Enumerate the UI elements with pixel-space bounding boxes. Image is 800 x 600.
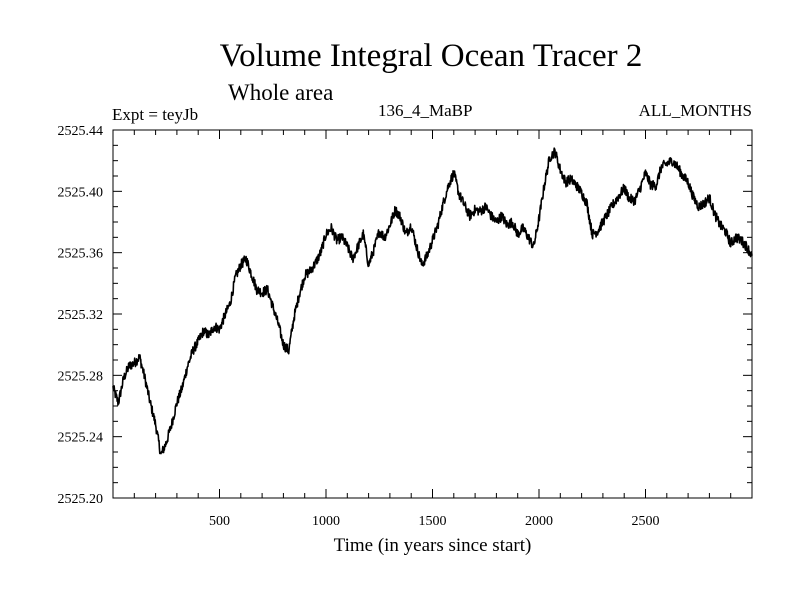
x-tick-label: 2500 — [632, 514, 660, 529]
months-label: ALL_MONTHS — [638, 101, 752, 120]
plot-frame — [112, 129, 753, 499]
chart-subtitle: Whole area — [228, 80, 334, 105]
x-tick-label: 1500 — [419, 514, 447, 529]
chart-title: Volume Integral Ocean Tracer 2 — [219, 38, 643, 74]
x-tick-label: 500 — [209, 514, 230, 529]
y-axis-ticks: 2525.20 2525.24 2525.28 2525.32 2525.36 2525.… — [58, 124, 752, 507]
y-tick-label: 2525.36 — [58, 247, 104, 262]
y-tick-label: 2525.28 — [58, 369, 104, 384]
x-tick-label: 1000 — [312, 514, 340, 529]
series-line — [112, 147, 753, 455]
x-tick-label: 2000 — [525, 514, 553, 529]
x-axis-ticks: 500 1000 1500 2000 2500 — [133, 130, 732, 529]
experiment-label: Expt = teyJb — [112, 105, 199, 124]
period-label: 136_4_MaBP — [378, 101, 473, 120]
y-tick-label: 2525.32 — [58, 308, 104, 323]
y-tick-label: 2525.24 — [58, 431, 104, 446]
y-tick-label: 2525.40 — [58, 185, 104, 200]
y-tick-label: 2525.20 — [58, 492, 104, 507]
y-tick-label: 2525.44 — [58, 124, 104, 139]
x-axis-title: Time (in years since start) — [334, 535, 532, 556]
